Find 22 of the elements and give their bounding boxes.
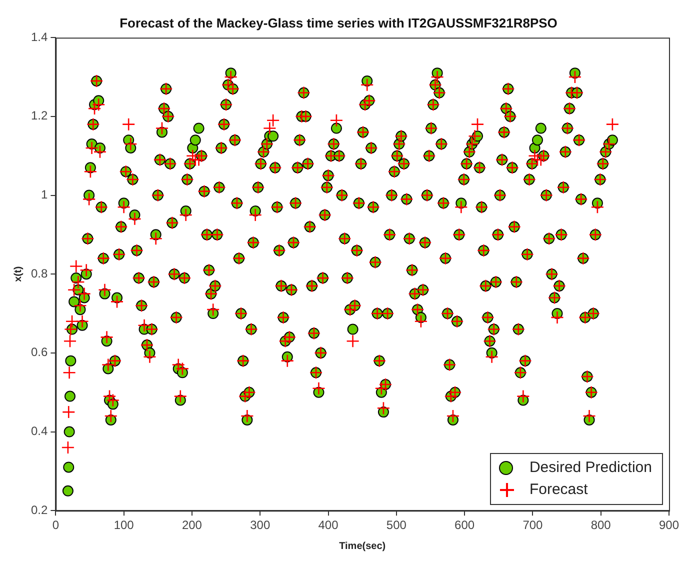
- x-tick-label: 0: [52, 518, 60, 532]
- legend-label: Desired Prediction: [529, 458, 652, 478]
- x-tick-label: 800: [590, 518, 612, 532]
- x-tick-label: 900: [658, 518, 680, 532]
- x-tick-label: 400: [318, 518, 339, 532]
- y-tick-label: 1.4: [30, 30, 48, 44]
- y-axis-title: x(t): [12, 266, 24, 282]
- y-tick-label: 1.2: [30, 108, 48, 123]
- legend-label: Forecast: [529, 480, 588, 500]
- x-axis-title: Time(sec): [339, 540, 386, 552]
- y-tick-label: 0.6: [30, 345, 48, 360]
- y-tick-label: 1: [40, 188, 48, 202]
- y-tick-label: 0.2: [30, 502, 48, 517]
- x-tick-label: 100: [114, 518, 134, 532]
- chart-title: Forecast of the Mackey-Glass time series with IT2GAUSSMF321R8PSO: [120, 15, 558, 30]
- x-tick-label: 200: [182, 518, 202, 532]
- x-tick-label: 500: [386, 518, 407, 532]
- x-tick-label: 300: [250, 518, 270, 532]
- y-tick-label: 0.4: [30, 424, 48, 438]
- y-tick-label: 0.8: [30, 266, 48, 280]
- x-tick-label: 700: [522, 518, 544, 532]
- x-tick-label: 600: [454, 518, 475, 532]
